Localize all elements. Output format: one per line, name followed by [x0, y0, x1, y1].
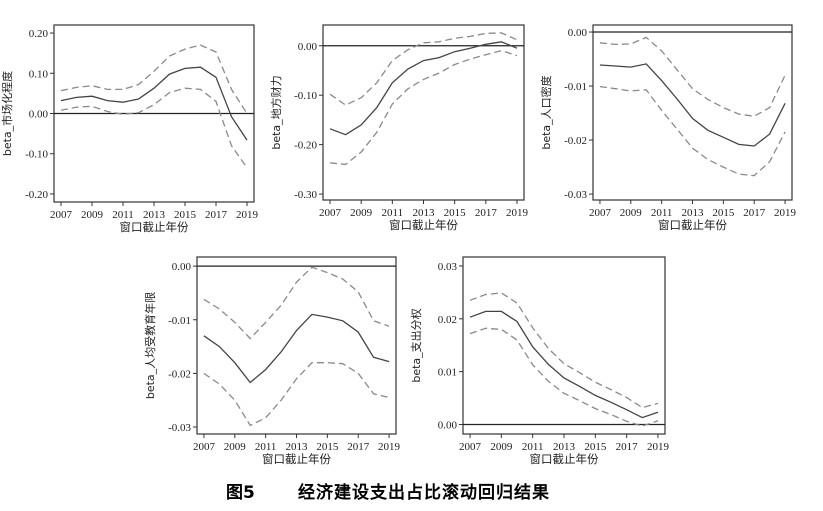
plot-frame	[462, 256, 666, 435]
x-tick-label: 2009	[350, 207, 373, 219]
series-line-lower	[60, 87, 248, 169]
chart-panel-3: -0.03 -0.02 -0.01 0.00 2007 2009 2011 2013 2015 2…	[539, 24, 797, 232]
x-tick-label: 2007	[50, 209, 73, 221]
x-tick-label: 2009	[81, 209, 104, 221]
x-tick-label: 2011	[522, 441, 544, 453]
series-line-estimate	[329, 41, 518, 136]
x-tick-label: 2013	[286, 441, 309, 453]
y-tick-label: 0.00	[172, 261, 192, 273]
series-line-upper	[469, 292, 659, 409]
y-tick-label: 0.01	[438, 367, 457, 379]
x-axis-label: 窗口截止年份	[530, 452, 599, 466]
series-line-estimate	[469, 310, 659, 419]
chart-panel-2: -0.30 -0.20 -0.10 0.00 2007 2009 2011 2013 2015 2…	[269, 24, 529, 232]
y-tick-label: -0.20	[25, 189, 48, 201]
x-tick-label: 2009	[620, 207, 643, 219]
y-axis-label: beta_市场化程度	[0, 71, 14, 156]
plot-frame	[322, 24, 525, 201]
y-axis-label: beta_人均受教育年限	[143, 292, 157, 399]
x-tick-label: 2017	[475, 207, 498, 219]
x-axis-label: 窗口截止年份	[120, 220, 189, 234]
x-tick-label: 2007	[193, 441, 216, 453]
x-tick-label: 2011	[255, 441, 277, 453]
x-tick-label: 2013	[413, 207, 436, 219]
y-tick-label: -0.10	[294, 90, 317, 102]
y-tick-label: 0.10	[29, 68, 49, 80]
x-tick-label: 2009	[490, 441, 513, 453]
chart-panel-1: -0.20 -0.10 0.00 0.10 0.20 2007 2009 2011 2013 20…	[0, 24, 259, 234]
y-tick-label: -0.20	[294, 140, 317, 152]
x-tick-label: 2015	[584, 441, 607, 453]
series-line-estimate	[60, 66, 248, 141]
y-tick-label: -0.02	[168, 368, 191, 380]
y-tick-label: -0.10	[25, 149, 48, 161]
x-tick-label: 2007	[589, 207, 612, 219]
series-line-upper	[203, 266, 390, 340]
x-tick-label: 2015	[444, 207, 467, 219]
x-tick-label: 2015	[174, 209, 197, 221]
series-line-estimate	[203, 313, 390, 384]
series-line-lower	[203, 362, 390, 427]
x-axis-label: 窗口截止年份	[658, 218, 727, 232]
series-line-upper	[599, 36, 786, 117]
x-tick-label: 2019	[378, 441, 401, 453]
plot-frame	[592, 24, 793, 201]
series-line-lower	[469, 327, 659, 427]
series-line-lower	[599, 85, 786, 177]
y-axis-label: beta_人口密度	[539, 75, 553, 149]
x-axis-label: 窗口截止年份	[389, 218, 458, 232]
y-tick-label: -0.01	[564, 81, 587, 93]
y-tick-label: 0.03	[438, 261, 458, 273]
x-tick-label: 2017	[205, 209, 228, 221]
x-tick-label: 2015	[316, 441, 339, 453]
x-tick-label: 2011	[651, 207, 673, 219]
x-tick-label: 2009	[224, 441, 247, 453]
x-tick-label: 2007	[459, 441, 482, 453]
series-line-upper	[329, 32, 518, 106]
y-axis-label: beta_支出分权	[409, 308, 423, 382]
y-axis-label: beta_地方财力	[269, 75, 283, 149]
y-tick-label: 0.00	[568, 27, 588, 39]
x-tick-label: 2013	[682, 207, 705, 219]
series-line-estimate	[599, 63, 786, 147]
y-tick-label: -0.03	[564, 189, 587, 201]
x-tick-label: 2017	[347, 441, 370, 453]
x-tick-label: 2019	[774, 207, 797, 219]
series-line-upper	[60, 44, 248, 114]
x-tick-label: 2011	[112, 209, 134, 221]
y-tick-label: 0.20	[29, 28, 49, 40]
figure-title: 经济建设支出占比滚动回归结果	[298, 483, 550, 503]
x-tick-label: 2017	[743, 207, 766, 219]
x-tick-label: 2011	[382, 207, 404, 219]
x-tick-label: 2017	[616, 441, 639, 453]
x-tick-label: 2013	[553, 441, 576, 453]
figure-number: 图5	[226, 483, 255, 503]
y-tick-label: 0.00	[438, 419, 458, 431]
y-tick-label: 0.02	[438, 314, 457, 326]
y-tick-label: -0.02	[564, 135, 587, 147]
y-tick-label: -0.01	[168, 315, 191, 327]
x-tick-label: 2019	[236, 209, 259, 221]
x-tick-label: 2019	[506, 207, 529, 219]
y-tick-label: 0.00	[29, 109, 49, 121]
chart-panel-5: 0.00 0.01 0.02 0.03 2007 2009 2011 2013 2015 2017…	[409, 256, 670, 466]
x-tick-label: 2015	[712, 207, 735, 219]
chart-panel-4: -0.03 -0.02 -0.01 0.00 2007 2009 2011 2013 2015 2…	[143, 256, 401, 466]
x-tick-label: 2019	[647, 441, 670, 453]
series-line-lower	[329, 50, 518, 166]
y-tick-label: -0.30	[294, 189, 317, 201]
y-tick-label: -0.03	[168, 422, 191, 434]
x-tick-label: 2007	[319, 207, 342, 219]
x-axis-label: 窗口截止年份	[262, 452, 331, 466]
x-tick-label: 2013	[143, 209, 166, 221]
y-tick-label: 0.00	[298, 41, 318, 53]
